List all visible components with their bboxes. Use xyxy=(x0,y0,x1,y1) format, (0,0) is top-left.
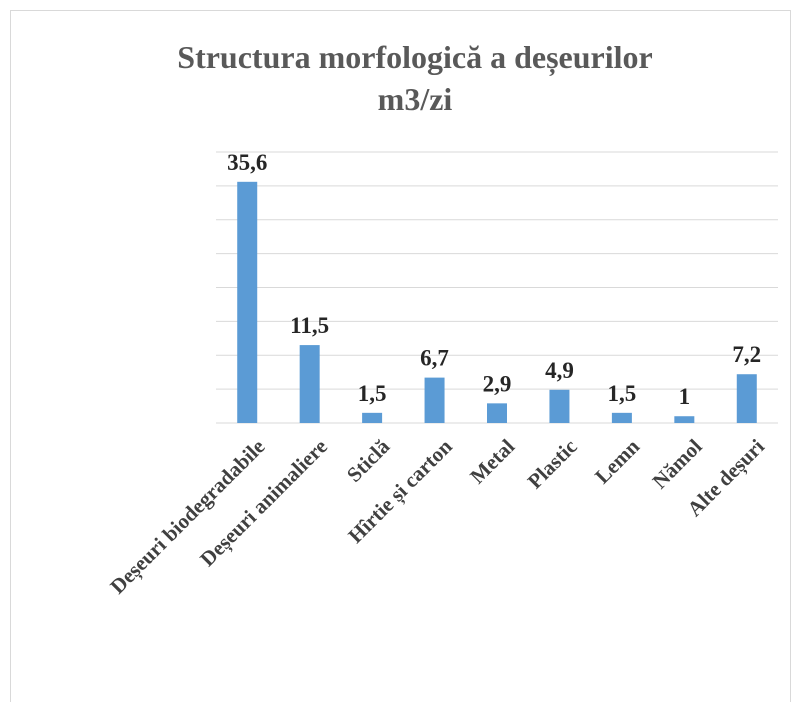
bar xyxy=(736,374,757,423)
chart-subtitle: m3/zi xyxy=(378,81,453,117)
bar xyxy=(674,416,695,423)
bar xyxy=(362,412,383,423)
bar xyxy=(549,389,570,423)
data-label: 1,5 xyxy=(608,381,637,406)
chart-border xyxy=(10,10,791,702)
bar xyxy=(487,403,507,423)
chart-title: Structura morfologică a deșeurilor xyxy=(177,39,652,76)
bar xyxy=(424,377,445,423)
data-label: 4,9 xyxy=(545,358,574,383)
data-label: 35,6 xyxy=(227,150,267,175)
bar xyxy=(611,412,632,423)
bar xyxy=(299,345,320,423)
data-label: 7,2 xyxy=(732,342,761,367)
data-label: 1,5 xyxy=(358,381,387,406)
data-label: 2,9 xyxy=(483,371,512,396)
data-label: 1 xyxy=(679,384,691,409)
data-label: 11,5 xyxy=(290,313,329,338)
data-label: 6,7 xyxy=(420,346,449,371)
bar xyxy=(237,181,258,423)
